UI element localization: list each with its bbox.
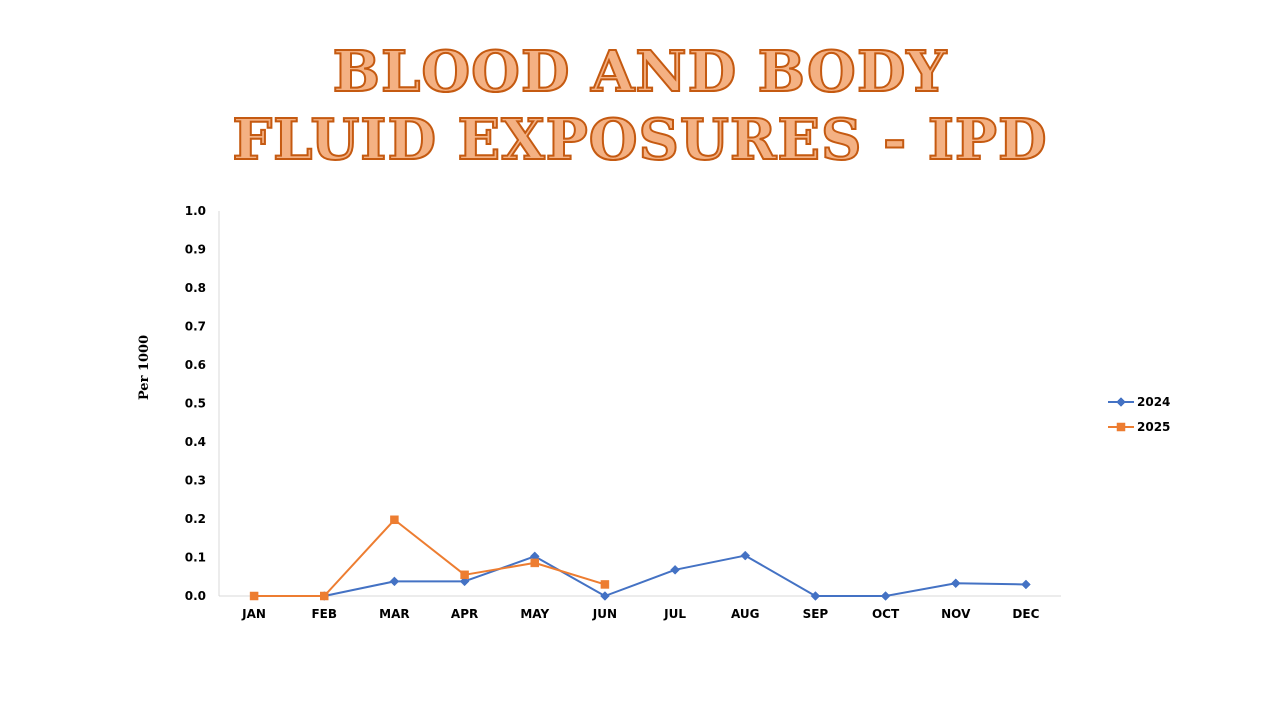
x-tick-label: MAY: [520, 607, 549, 621]
y-tick-label: 0.9: [185, 243, 206, 257]
x-tick-label: JUN: [592, 607, 617, 621]
slide-title-line-1: BLOOD AND BODY: [332, 38, 948, 106]
y-tick-label: 0.4: [185, 435, 206, 449]
x-tick-label: APR: [451, 607, 478, 621]
data-point-2024-nov: [950, 578, 961, 589]
y-axis: 0.0 0.1 0.2 0.3 0.4 0.5 0.6 0.7 0.8 0.9 1.0: [185, 204, 220, 603]
x-tick-label: JUL: [663, 607, 686, 621]
x-axis: JAN FEB MAR APR MAY JUN JUL AUG SEP OCT NOV DEC: [219, 595, 1061, 621]
x-tick-label: MAR: [379, 607, 409, 621]
data-point-2025-jun: [600, 580, 610, 589]
series-lines: [249, 515, 1031, 601]
series-2024: [319, 550, 1031, 601]
y-tick-label: 1.0: [185, 204, 206, 218]
legend-label-2025: 2025: [1137, 420, 1170, 434]
data-point-2024-jul: [670, 564, 680, 575]
data-point-2024-aug: [740, 550, 751, 561]
legend-item-2025: 2025: [1108, 420, 1170, 434]
y-tick-label: 0.6: [185, 358, 206, 372]
y-tick-label: 0.2: [185, 512, 206, 526]
y-axis-title: Per 1000: [137, 335, 152, 400]
series-line-2024: [324, 554, 1026, 597]
y-tick-label: 0.7: [185, 320, 206, 334]
legend-marker-2024: [1116, 397, 1126, 407]
data-point-2025-jan: [249, 591, 259, 601]
y-tick-label: 0.1: [185, 551, 206, 565]
series-line-2025: [254, 518, 606, 597]
series-2025: [249, 515, 610, 601]
x-tick-label: JAN: [241, 607, 266, 621]
x-tick-label: AUG: [731, 607, 760, 621]
data-point-2024-dec: [1021, 579, 1031, 590]
data-point-2024-mar: [389, 576, 400, 587]
y-tick-label: 0.5: [185, 397, 206, 411]
y-tick-label: 0.0: [185, 589, 206, 603]
data-point-2025-mar: [390, 515, 399, 525]
slide-title-line-2: FLUID EXPOSURES - IPD: [231, 106, 1048, 174]
x-tick-label: OCT: [872, 607, 900, 621]
x-tick-label: NOV: [941, 607, 971, 621]
data-point-2025-apr: [460, 570, 469, 580]
legend-marker-2025: [1116, 422, 1126, 432]
y-tick-label: 0.8: [185, 281, 206, 295]
x-tick-label: DEC: [1012, 607, 1039, 621]
y-tick-label: 0.3: [185, 474, 206, 488]
legend-item-2024: 2024: [1108, 395, 1170, 409]
x-tick-label: SEP: [803, 607, 829, 621]
slide-title: BLOOD AND BODY FLUID EXPOSURES - IPD: [0, 38, 1280, 174]
data-point-2024-oct: [880, 591, 891, 601]
data-point-2025-may: [530, 558, 539, 568]
x-tick-label: FEB: [311, 607, 337, 621]
data-point-2024-sep: [810, 591, 821, 601]
data-point-2024-jun: [600, 591, 610, 601]
data-point-2025-feb: [320, 591, 329, 601]
legend: 2024 2025: [1108, 395, 1170, 434]
data-point-2024-apr: [459, 576, 470, 587]
legend-label-2024: 2024: [1137, 395, 1170, 409]
